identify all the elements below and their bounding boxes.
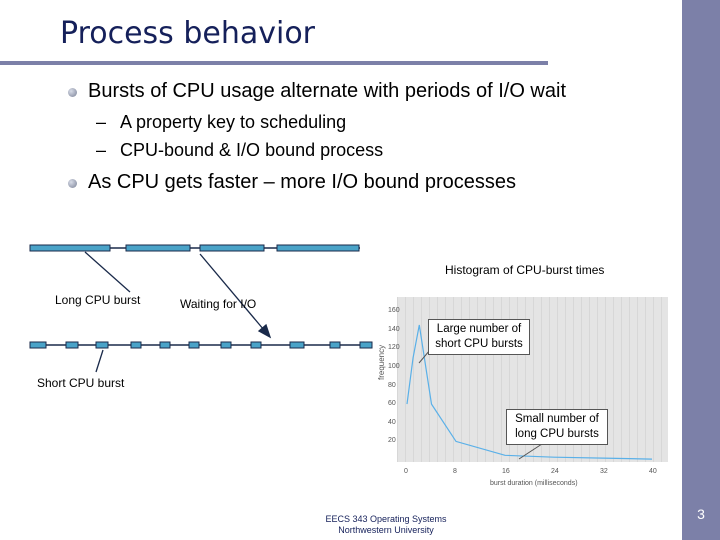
x-tick-label: 8 <box>453 468 457 475</box>
waiting-io-label: Waiting for I/O <box>180 297 257 311</box>
sub-bullet-2-text: CPU-bound & I/O bound process <box>120 140 384 160</box>
callout-long-text: Small number of long CPU bursts <box>515 413 599 440</box>
sub-bullet-1: – A property key to scheduling <box>96 112 347 133</box>
short-cpu-burst-bar <box>95 341 109 349</box>
diagram-arrows <box>84 251 272 373</box>
short-cpu-burst-bar <box>159 341 171 349</box>
slide-title: Process behavior <box>60 16 316 51</box>
x-tick-label: 24 <box>551 468 559 475</box>
histogram-series-line <box>406 324 653 460</box>
x-tick-label: 0 <box>404 468 408 475</box>
io-wait-arrow <box>199 253 265 331</box>
bullet-dot-icon <box>68 179 77 188</box>
short-cpu-burst-bar <box>250 341 262 349</box>
y-tick-label: 120 <box>388 344 400 352</box>
short-cpu-burst-bar <box>65 341 79 349</box>
y-tick-label: 80 <box>388 381 396 389</box>
sub-bullet-1-text: A property key to scheduling <box>120 112 347 132</box>
y-tick-label: 140 <box>388 325 400 333</box>
arrow-head-icon <box>257 323 272 339</box>
bullet-1: Bursts of CPU usage alternate with perio… <box>68 80 566 103</box>
io-bound-timeline <box>29 341 373 349</box>
bullet-2: As CPU gets faster – more I/O bound proc… <box>68 171 516 194</box>
x-tick-label: 32 <box>600 468 608 475</box>
callout-long-bursts: Small number of long CPU bursts <box>506 409 608 445</box>
short-cpu-burst-bar <box>359 341 373 349</box>
bullet-2-text: As CPU gets faster – more I/O bound proc… <box>88 171 516 193</box>
histogram-caption: Histogram of CPU-burst times <box>445 263 605 277</box>
short-cpu-burst-label: Short CPU burst <box>37 376 125 390</box>
y-tick-label: 100 <box>388 362 400 370</box>
short-cpu-burst-bar <box>289 341 305 349</box>
y-tick-label: 20 <box>388 437 396 445</box>
long-cpu-burst-bar <box>29 244 111 252</box>
slide-footer: EECS 343 Operating Systems Northwestern … <box>300 514 472 536</box>
long-cpu-burst-bar <box>276 244 360 252</box>
callout-short-text: Large number of short CPU bursts <box>435 323 523 350</box>
bullet-dot-icon <box>68 88 77 97</box>
short-cpu-burst-bar <box>130 341 142 349</box>
cpu-bound-timeline <box>29 244 360 252</box>
short-cpu-burst-bar <box>220 341 232 349</box>
callout-short-bursts: Large number of short CPU bursts <box>428 319 530 355</box>
y-tick-label: 60 <box>388 400 396 408</box>
short-burst-pointer <box>95 349 104 373</box>
footer-line-2: Northwestern University <box>338 525 434 535</box>
dash-icon: – <box>96 140 107 160</box>
long-burst-pointer <box>84 251 131 293</box>
short-cpu-burst-bar <box>29 341 47 349</box>
x-tick-label: 16 <box>502 468 510 475</box>
y-tick-label: 160 <box>388 307 400 314</box>
long-cpu-burst-label: Long CPU burst <box>55 293 141 307</box>
bullet-1-text: Bursts of CPU usage alternate with perio… <box>88 80 566 102</box>
y-tick-label: 40 <box>388 418 396 426</box>
sub-bullet-2: – CPU-bound & I/O bound process <box>96 140 384 161</box>
footer-line-1: EECS 343 Operating Systems <box>325 514 447 524</box>
title-rule <box>0 61 548 65</box>
short-cpu-burst-bar <box>188 341 200 349</box>
x-tick-label: 40 <box>649 468 657 475</box>
page-number: 3 <box>697 506 705 522</box>
histogram-xlabel: burst duration (milliseconds) <box>490 480 578 487</box>
sidebar-accent <box>682 0 720 540</box>
dash-icon: – <box>96 112 107 132</box>
long-cpu-burst-bar <box>125 244 191 252</box>
short-cpu-burst-bar <box>329 341 341 349</box>
long-cpu-burst-bar <box>199 244 265 252</box>
